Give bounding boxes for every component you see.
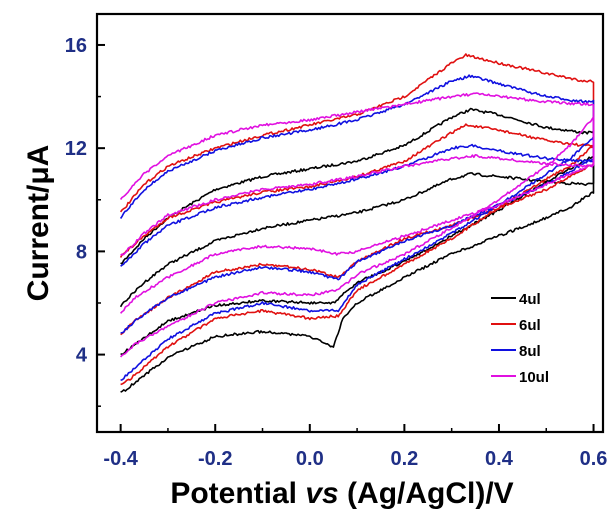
- x-axis-title-rest: (Ag/AgCl)/V: [339, 477, 514, 510]
- x-tick-label: 0.0: [296, 448, 324, 470]
- y-tick-label: 16: [65, 35, 87, 57]
- x-tick-label: 0.4: [485, 448, 514, 470]
- x-axis-title: Potential vs (Ag/AgCl)/V: [170, 477, 513, 510]
- series-layer: [119, 53, 595, 393]
- plot-frame: [95, 12, 605, 434]
- legend: 4ul 6ul 8ul 10ul: [491, 291, 549, 386]
- x-tick-label: 0.2: [390, 448, 418, 470]
- x-tick-label: -0.2: [198, 448, 232, 470]
- y-tick-label: 4: [76, 345, 88, 367]
- x-tick-label: 0.6: [580, 448, 608, 470]
- legend-label-10ul: 10ul: [519, 369, 549, 386]
- ticks-layer: -0.4 -0.2 0.0 0.2 0.4 0.6 4 8 12 16: [65, 35, 608, 470]
- series-line-10ul-loop-2: [120, 116, 595, 358]
- y-tick-label: 12: [65, 138, 87, 160]
- series-line-4ul-loop-2: [119, 155, 595, 356]
- y-axis-title: Current/μA: [22, 145, 55, 302]
- x-tick-label: -0.4: [103, 448, 138, 470]
- legend-label-4ul: 4ul: [519, 291, 541, 308]
- series-10ul: [119, 92, 595, 358]
- series-6ul: [119, 53, 595, 386]
- y-tick-label: 8: [76, 241, 87, 263]
- legend-label-6ul: 6ul: [519, 317, 541, 334]
- x-axis-title-italic: vs: [305, 477, 338, 510]
- x-axis-title-main: Potential: [170, 477, 305, 510]
- legend-label-8ul: 8ul: [519, 343, 541, 360]
